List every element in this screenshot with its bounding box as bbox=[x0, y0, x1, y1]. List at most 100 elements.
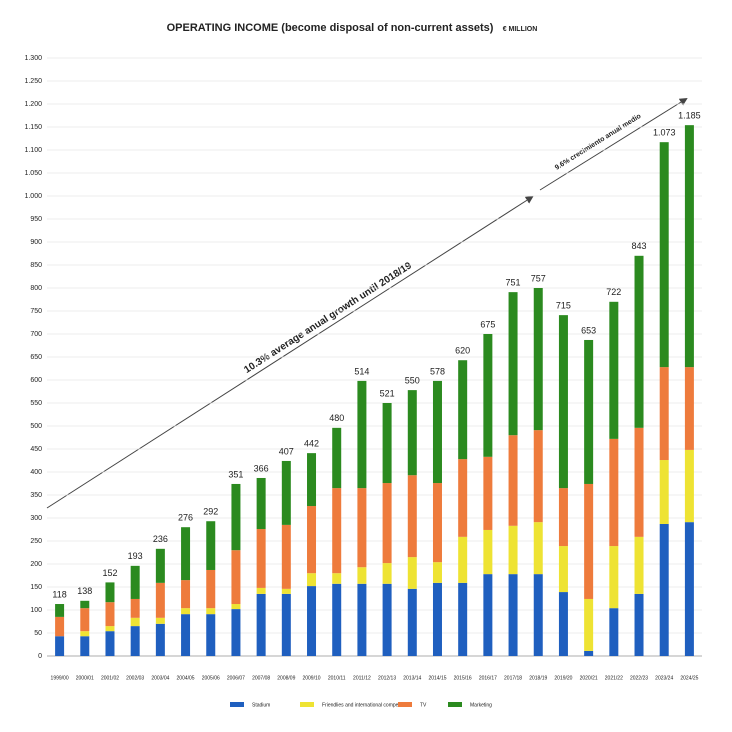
bar-segment bbox=[231, 550, 241, 605]
legend-label: Stadium bbox=[252, 702, 270, 708]
bar-segment bbox=[181, 608, 191, 615]
bar-segment bbox=[80, 608, 90, 632]
x-tick-label: 2003/04 bbox=[151, 675, 169, 681]
total-label: 442 bbox=[304, 439, 319, 449]
bar-segment bbox=[508, 435, 518, 526]
bar-segment bbox=[332, 583, 342, 656]
x-tick-label: 2001/02 bbox=[101, 675, 119, 681]
x-tick-label: 2015/16 bbox=[454, 675, 472, 681]
x-tick-label: 2019/20 bbox=[554, 675, 572, 681]
bar-segment bbox=[483, 529, 493, 575]
x-tick-label: 2016/17 bbox=[479, 675, 497, 681]
total-label: 1.185 bbox=[678, 111, 701, 121]
bar-segment bbox=[357, 488, 367, 568]
legend-swatch bbox=[398, 702, 412, 707]
bar-segment bbox=[659, 460, 669, 524]
total-label: 407 bbox=[279, 446, 294, 456]
total-label: 366 bbox=[254, 463, 269, 473]
bar-segment bbox=[382, 563, 392, 584]
bar-segment bbox=[533, 574, 543, 656]
bar-segment bbox=[584, 483, 594, 599]
bar-segment bbox=[130, 617, 140, 627]
bar-segment bbox=[307, 573, 317, 587]
bar-segment bbox=[55, 636, 65, 656]
total-label: 193 bbox=[128, 551, 143, 561]
total-label: 715 bbox=[556, 301, 571, 311]
bar-segment bbox=[684, 367, 694, 450]
total-label: 1.073 bbox=[653, 128, 676, 138]
x-tick-label: 2024/25 bbox=[680, 675, 698, 681]
bar-segment bbox=[432, 380, 442, 484]
annotation: 10.3% average anual growth until 2018/19 bbox=[242, 260, 414, 376]
bar-segment bbox=[307, 586, 317, 656]
arrow bbox=[46, 195, 534, 509]
bar-segment bbox=[105, 626, 115, 632]
y-tick-label: 0 bbox=[38, 653, 42, 660]
bar-segment bbox=[256, 587, 266, 594]
bar-segment bbox=[609, 546, 619, 609]
total-label: 276 bbox=[178, 513, 193, 523]
bar-segment bbox=[584, 650, 594, 656]
bar-segment bbox=[684, 449, 694, 523]
bar-segment bbox=[105, 631, 115, 656]
bar-segment bbox=[206, 569, 216, 609]
bar-segment bbox=[231, 483, 241, 551]
y-tick-label: 400 bbox=[30, 469, 42, 476]
y-tick-label: 1.150 bbox=[24, 124, 42, 131]
bar-segment bbox=[508, 525, 518, 575]
y-tick-label: 650 bbox=[30, 354, 42, 361]
chart-subtitle: € MILLION bbox=[503, 26, 538, 33]
bar-segment bbox=[281, 524, 291, 589]
x-tick-label: 2000/01 bbox=[76, 675, 94, 681]
bar-segment bbox=[382, 483, 392, 564]
y-tick-label: 800 bbox=[30, 285, 42, 292]
bar-segment bbox=[458, 459, 468, 537]
bar-segment bbox=[432, 582, 442, 656]
bar-segment bbox=[332, 573, 342, 584]
bar-segment bbox=[407, 557, 417, 589]
bar-segment bbox=[508, 292, 518, 436]
bar-segment bbox=[130, 598, 140, 618]
total-label: 480 bbox=[329, 413, 344, 423]
legend-label: Marketing bbox=[470, 702, 492, 708]
x-tick-label: 2008/09 bbox=[277, 675, 295, 681]
total-label: 351 bbox=[228, 469, 243, 479]
bar-segment bbox=[155, 617, 165, 624]
y-tick-label: 900 bbox=[30, 239, 42, 246]
bar-segment bbox=[609, 301, 619, 439]
bar-segment bbox=[508, 574, 518, 656]
bar-segment bbox=[256, 593, 266, 656]
bar-segment bbox=[55, 604, 65, 617]
x-tick-label: 2005/06 bbox=[202, 675, 220, 681]
bar-segment bbox=[80, 631, 90, 637]
total-label: 722 bbox=[606, 287, 621, 297]
y-tick-label: 1.100 bbox=[24, 147, 42, 154]
y-tick-label: 750 bbox=[30, 308, 42, 315]
y-tick-label: 100 bbox=[30, 607, 42, 614]
arrow bbox=[539, 97, 688, 191]
bar-segment bbox=[332, 427, 342, 489]
bar-segment bbox=[256, 477, 266, 530]
x-tick-label: 2009/10 bbox=[302, 675, 320, 681]
bar-segment bbox=[55, 616, 65, 637]
bar-segment bbox=[634, 255, 644, 428]
bar-segment bbox=[634, 593, 644, 656]
y-tick-label: 350 bbox=[30, 492, 42, 499]
chart-title: OPERATING INCOME (become disposal of non… bbox=[167, 22, 494, 34]
y-tick-label: 1.250 bbox=[24, 78, 42, 85]
bar-segment bbox=[357, 583, 367, 656]
total-label: 675 bbox=[480, 319, 495, 329]
y-tick-label: 1.300 bbox=[24, 55, 42, 62]
bar-segment bbox=[533, 288, 543, 431]
x-tick-label: 2011/12 bbox=[353, 675, 371, 681]
bar-segment bbox=[432, 483, 442, 563]
y-tick-label: 1.200 bbox=[24, 101, 42, 108]
x-tick-label: 2007/08 bbox=[252, 675, 270, 681]
bar-segment bbox=[584, 339, 594, 484]
y-tick-label: 850 bbox=[30, 262, 42, 269]
y-tick-label: 1.050 bbox=[24, 170, 42, 177]
x-tick-label: 1999/00 bbox=[51, 675, 69, 681]
legend-label: TV bbox=[420, 702, 427, 708]
bar-segment bbox=[130, 626, 140, 656]
bar-segment bbox=[609, 608, 619, 656]
